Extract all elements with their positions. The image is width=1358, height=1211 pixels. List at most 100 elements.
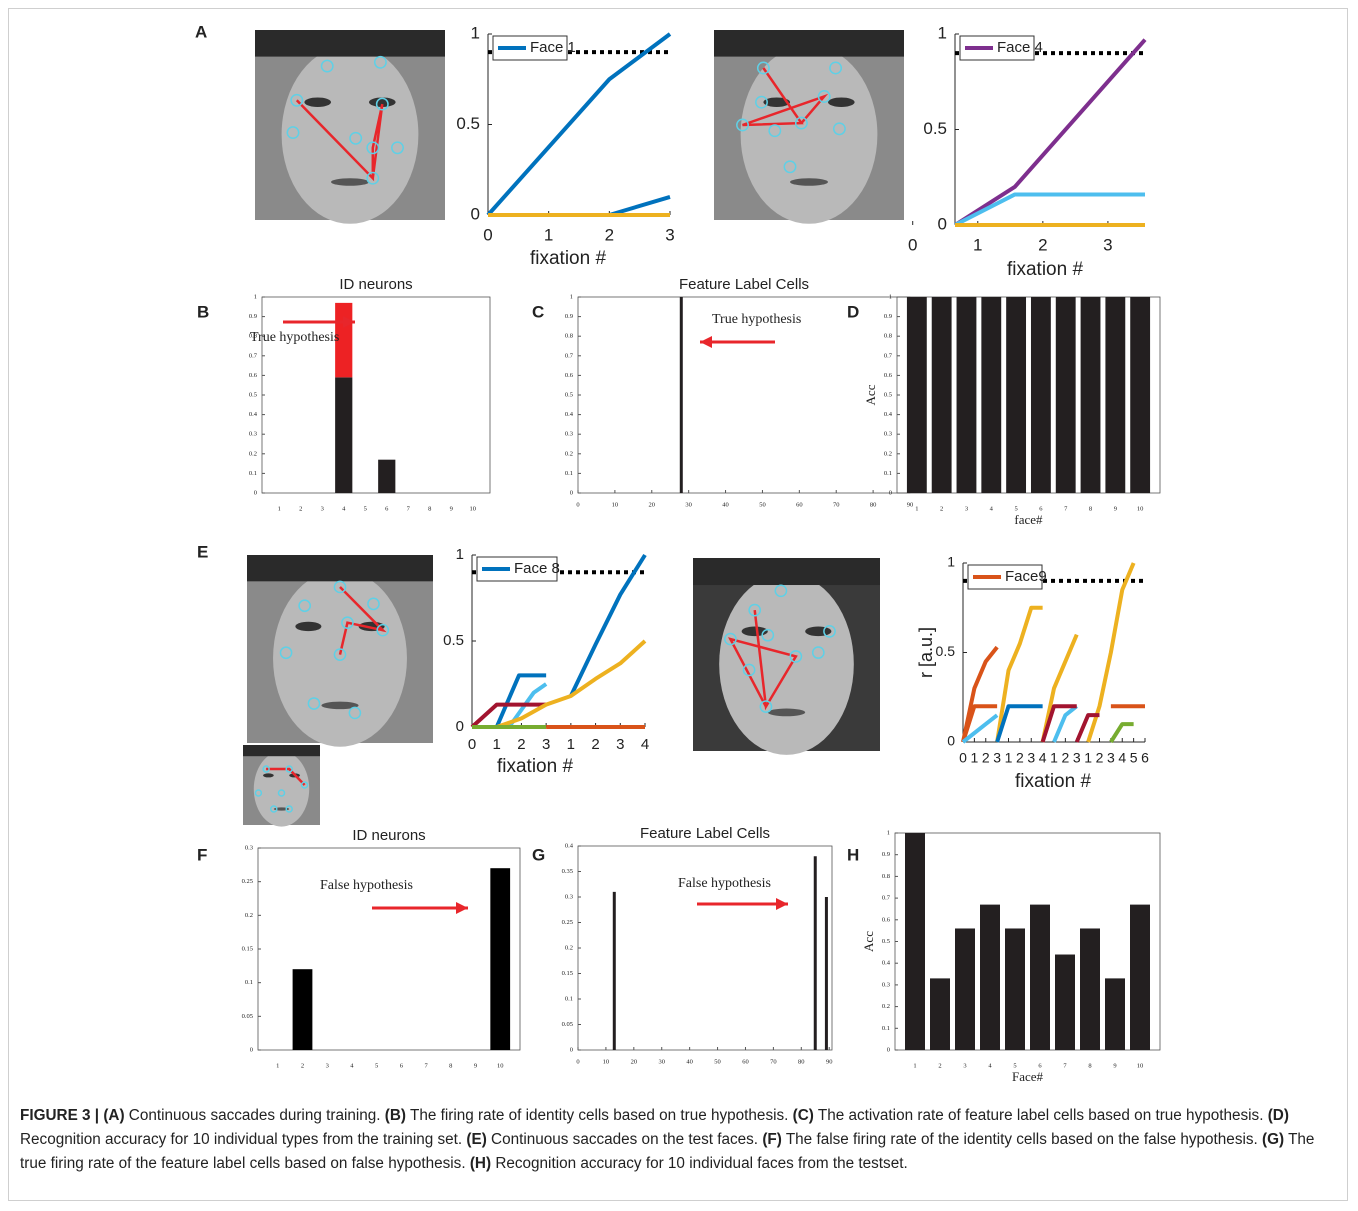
y-tick-label: 0.2 bbox=[884, 450, 892, 457]
caption-run: (F) bbox=[762, 1131, 782, 1148]
y-tick-label: 1 bbox=[471, 23, 480, 42]
y-tick-label: 0 bbox=[889, 489, 892, 496]
x-axis-label: face# bbox=[1014, 512, 1043, 527]
caption: FIGURE 3 | (A) Continuous saccades durin… bbox=[20, 1104, 1338, 1176]
panel-label: A bbox=[195, 22, 207, 41]
hair bbox=[247, 555, 433, 581]
y-tick-label: 0.2 bbox=[565, 944, 573, 951]
y-tick-label: 0.9 bbox=[565, 313, 573, 320]
y-tick-label: 0.1 bbox=[249, 470, 257, 477]
y-tick-label: 1 bbox=[947, 554, 955, 570]
y-tick-label: 0.5 bbox=[936, 643, 956, 659]
bar bbox=[335, 377, 352, 493]
annotation: True hypothesis bbox=[250, 330, 339, 345]
x-tick-label: 7 bbox=[1063, 1062, 1067, 1069]
y-tick-label: 0.2 bbox=[565, 450, 573, 457]
x-tick-label: 7 bbox=[1064, 505, 1068, 512]
y-tick-label: 0.5 bbox=[884, 391, 892, 398]
x-tick-label: 1 bbox=[915, 505, 918, 512]
x-tick-label: 0 bbox=[908, 235, 917, 254]
eye bbox=[805, 627, 831, 637]
y-tick-label: 0.3 bbox=[245, 844, 253, 851]
series-line bbox=[472, 641, 645, 727]
x-tick-label: 10 bbox=[612, 501, 619, 508]
caption-run: (H) bbox=[470, 1155, 491, 1172]
x-tick-label: 5 bbox=[364, 505, 367, 512]
x-tick-label: 0 bbox=[468, 736, 476, 753]
bar bbox=[1006, 297, 1026, 493]
x-tick-label: 8 bbox=[428, 505, 431, 512]
x-tick-label: 10 bbox=[1137, 1062, 1144, 1069]
y-tick-label: 0.9 bbox=[884, 313, 892, 320]
bar bbox=[1030, 905, 1050, 1050]
caption-run: (C) bbox=[793, 1107, 814, 1124]
bar bbox=[1105, 297, 1125, 493]
face-skin bbox=[282, 45, 419, 224]
series-line bbox=[488, 197, 670, 215]
y-tick-label: 0.05 bbox=[242, 1013, 253, 1020]
x-tick-label: 40 bbox=[722, 501, 729, 508]
y-tick-label: 0.6 bbox=[882, 916, 891, 923]
bar bbox=[907, 297, 927, 493]
series-line bbox=[488, 34, 670, 215]
x-tick-label: 5 bbox=[1130, 750, 1138, 766]
y-tick-label: 0.1 bbox=[565, 995, 573, 1002]
x-tick-label: 4 bbox=[641, 736, 649, 753]
x-tick-label: 60 bbox=[796, 501, 803, 508]
hair bbox=[714, 30, 904, 57]
y-tick-label: 0.6 bbox=[884, 372, 893, 379]
y-tick-label: 0.2 bbox=[249, 450, 257, 457]
bar bbox=[905, 833, 925, 1050]
caption-run: (D) bbox=[1268, 1107, 1289, 1124]
x-tick-label: 3 bbox=[1027, 750, 1035, 766]
y-tick-label: 0.5 bbox=[565, 391, 573, 398]
x-tick-label: 10 bbox=[1137, 505, 1144, 512]
panel-label: E bbox=[197, 542, 208, 561]
y-tick-label: 0.35 bbox=[562, 868, 573, 875]
y-tick-label: 0.25 bbox=[562, 919, 573, 926]
hair bbox=[693, 558, 880, 585]
y-tick-label: 0.15 bbox=[242, 945, 253, 952]
y-tick-label: 0.4 bbox=[249, 411, 258, 418]
bar bbox=[1031, 297, 1051, 493]
bar bbox=[1130, 905, 1150, 1050]
caption-run: (B) bbox=[385, 1107, 406, 1124]
arrow-head bbox=[456, 902, 468, 914]
x-tick-label: 2 bbox=[1096, 750, 1104, 766]
x-tick-label: 9 bbox=[1114, 505, 1117, 512]
x-tick-label: 2 bbox=[299, 505, 302, 512]
x-tick-label: 1 bbox=[973, 235, 982, 254]
bar bbox=[957, 297, 977, 493]
arrow-head bbox=[700, 336, 712, 348]
panel-label: C bbox=[532, 302, 544, 321]
y-tick-label: 0.15 bbox=[562, 970, 573, 977]
y-tick-label: 1 bbox=[456, 546, 464, 563]
legend-label: Face 4 bbox=[997, 39, 1043, 56]
x-tick-label: 50 bbox=[759, 501, 766, 508]
chart-title: Feature Label Cells bbox=[679, 276, 809, 293]
x-axis-label: fixation # bbox=[530, 248, 606, 269]
x-tick-label: 8 bbox=[1089, 505, 1092, 512]
y-tick-label: 0 bbox=[947, 733, 955, 749]
x-tick-label: 3 bbox=[965, 505, 968, 512]
x-tick-label: 1 bbox=[544, 225, 553, 244]
x-tick-label: 4 bbox=[1039, 750, 1047, 766]
x-tick-label: 2 bbox=[591, 736, 599, 753]
bar bbox=[378, 460, 395, 493]
x-tick-label: 1 bbox=[913, 1062, 916, 1069]
y-tick-label: 0.7 bbox=[565, 352, 574, 359]
x-tick-label: 10 bbox=[603, 1058, 610, 1065]
caption-run: The activation rate of feature label cel… bbox=[814, 1107, 1268, 1124]
x-tick-label: 0 bbox=[483, 225, 492, 244]
x-tick-label: 70 bbox=[833, 501, 840, 508]
eye bbox=[263, 773, 274, 777]
hair bbox=[243, 745, 320, 756]
x-tick-label: 3 bbox=[326, 1062, 329, 1069]
x-tick-label: 4 bbox=[990, 505, 994, 512]
chart-title: ID neurons bbox=[352, 827, 425, 844]
y-tick-label: 0.4 bbox=[884, 411, 893, 418]
x-axis-label: fixation # bbox=[1007, 259, 1083, 280]
x-tick-label: 60 bbox=[742, 1058, 749, 1065]
y-tick-label: 0.25 bbox=[242, 878, 253, 885]
